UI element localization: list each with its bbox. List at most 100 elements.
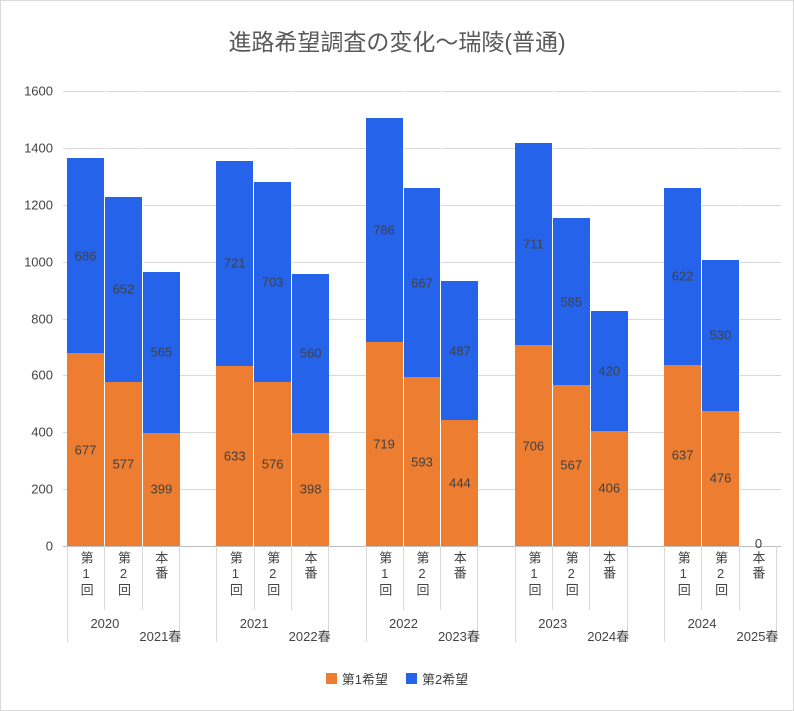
x-category-label: 第1回 [526,551,542,598]
data-label: 711 [522,236,544,252]
data-label: 667 [411,275,433,291]
x-category-cell: 本番 [292,546,328,610]
bar-segment-first-choice: 677 [67,353,104,546]
data-label: 719 [373,436,395,452]
data-label: 637 [671,447,694,463]
bar-segment-second-choice: 420 [590,311,628,431]
legend-item-1: 第1希望 [325,669,388,688]
data-label: 476 [709,470,732,486]
x-category-label: 第1回 [227,551,243,598]
x-category-label: 本番 [153,551,169,581]
x-category-cell: 第1回 [217,546,255,610]
bar-column: 633 721 [216,91,255,546]
bar-column: 567 585 [552,91,591,546]
bar-segment-second-choice: 721 [216,160,254,366]
category-row: 第1回 第2回 本番 [367,546,478,610]
bar-segment-second-choice: 487 [441,281,479,420]
data-label: 677 [74,442,97,458]
bar-column: 398 560 [292,91,330,546]
legend-swatch [325,673,337,684]
x-category-cell: 第2回 [702,546,740,610]
x-label-group: 第1回 第2回 本番 2022 2023春 [365,546,480,644]
bar-segment-second-choice: 530 [702,259,740,411]
bar-group: 677 686 577 652 399 565 [67,91,180,546]
bar-column: 719 786 [365,91,404,546]
data-label: 560 [299,345,322,361]
y-tick-label: 600 [31,367,53,383]
bar-segment-first-choice: 719 [365,341,403,546]
bar-segment-first-choice: 577 [104,381,142,546]
data-label: 703 [261,274,284,290]
data-label: 577 [112,456,135,472]
bar-segment-second-choice: 786 [365,118,403,342]
legend: 第1希望 第2希望 [1,669,793,688]
bar-segment-second-choice: 711 [514,143,552,346]
bar-segment-first-choice: 706 [514,345,552,546]
x-exam-year-label: 2022春 [288,629,331,644]
data-label: 576 [261,456,284,472]
x-category-cell: 本番 [441,546,477,610]
data-label: 487 [449,343,471,358]
category-row: 第1回 第2回 本番 [516,546,627,610]
bar-column: 593 667 [403,91,442,546]
bar-segment-second-choice: 703 [254,182,292,383]
y-axis: 0 200 400 600 800 1000 1200 1400 1600 [1,84,53,554]
data-label: 633 [223,448,246,464]
data-label: 444 [449,475,471,491]
bar-column: 576 703 [254,91,293,546]
bar-segment-first-choice: 399 [142,432,180,546]
bar-segment-second-choice: 585 [552,218,590,385]
x-label-group: 第1回 第2回 本番 2021 2022春 [216,546,331,644]
bar-column: 677 686 [67,91,105,546]
x-year-label: 2022 [389,616,418,631]
bar-segment-first-choice: 593 [403,377,441,546]
x-category-cell: 第1回 [68,546,106,610]
data-label: 721 [223,255,246,271]
x-category-cell: 本番 [740,546,776,610]
bar-segment-second-choice: 686 [67,158,104,354]
gridline [63,91,781,92]
y-tick-label: 0 [45,538,53,554]
bar-segment-second-choice: 565 [142,271,180,433]
bar-segment-first-choice: 444 [441,419,479,546]
x-exam-year-label: 2021春 [139,629,182,644]
x-category-label: 本番 [750,551,766,581]
bar-segment-first-choice: 476 [702,410,740,546]
bar-column: 0 [740,91,777,551]
x-exam-year-label: 2024春 [587,629,630,644]
category-row: 第1回 第2回 本番 [665,546,776,610]
x-category-cell: 本番 [143,546,179,610]
bar-column: 706 711 [514,91,553,546]
x-category-cell: 第1回 [367,546,404,610]
bar-column: 406 420 [590,91,628,546]
chart-title: 進路希望調査の変化〜瑞陵(普通) [228,29,566,55]
x-category-cell: 第2回 [553,546,591,610]
x-category-label: 第2回 [563,551,579,598]
x-category-label: 第2回 [713,551,729,598]
data-label: 530 [709,327,732,343]
bar-group: 719 786 593 667 444 487 [365,91,479,546]
x-label-group: 第1回 第2回 本番 2024 2025春 [664,546,778,644]
category-row: 第1回 第2回 本番 [68,546,179,610]
bar-group: 706 711 567 585 406 420 [514,91,628,546]
data-label: 593 [411,454,433,470]
x-year-label: 2024 [687,616,717,631]
x-category-cell: 第1回 [516,546,554,610]
x-category-label: 第2回 [414,551,430,598]
legend-item-2: 第2希望 [406,669,468,688]
x-category-label: 第2回 [115,551,131,598]
bar-column: 476 530 [702,91,741,546]
y-tick-label: 1400 [24,140,53,156]
category-row: 第1回 第2回 本番 [217,546,328,610]
y-tick-label: 400 [31,424,53,440]
bar-segment-first-choice: 567 [552,384,590,546]
bar-group: 637 622 476 530 0 [664,91,777,551]
x-category-label: 第2回 [265,551,281,598]
data-label: 567 [560,457,583,473]
y-tick-label: 1600 [24,83,53,99]
bar-segment-second-choice: 652 [104,196,142,382]
y-tick-label: 1200 [24,197,53,213]
x-category-cell: 第2回 [105,546,143,610]
bar-segment-second-choice: 667 [403,187,441,378]
